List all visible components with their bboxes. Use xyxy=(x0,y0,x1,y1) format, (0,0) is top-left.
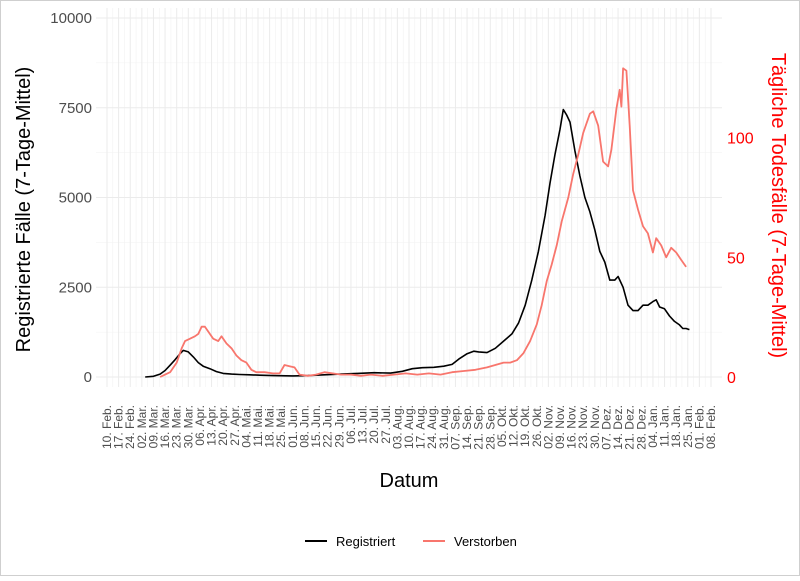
x-tick-label: 04. Mai. xyxy=(239,405,253,448)
y-tick-label: 2500 xyxy=(59,279,92,296)
x-tick-label: 11. Jan. xyxy=(658,405,672,447)
y-tick-label: 10000 xyxy=(50,10,92,27)
x-tick-label: 19. Okt. xyxy=(518,405,532,447)
x-tick-label: 01. Feb. xyxy=(692,405,706,449)
x-tick-label: 03. Aug. xyxy=(390,405,404,449)
x-tick-label: 01. Jun. xyxy=(286,405,300,448)
x-tick-label: 29. Jun. xyxy=(332,405,346,448)
x-tick-label: 13. Jul. xyxy=(356,405,370,444)
x-tick-label: 30. Mar. xyxy=(181,405,195,448)
grid xyxy=(96,8,722,387)
x-tick-label: 22. Jun. xyxy=(321,405,335,448)
y-axis-label: Registrierte Fälle (7-Tage-Mittel) xyxy=(13,67,35,353)
x-tick-label: 18. Jan. xyxy=(669,405,683,448)
legend-label-registriert: Registriert xyxy=(336,534,396,549)
x-tick-label: 07. Dez. xyxy=(599,405,613,450)
x-tick-label: 18. Mai. xyxy=(263,405,277,448)
x-tick-label: 13. Apr. xyxy=(205,405,219,446)
x-tick-label: 04. Jan. xyxy=(646,405,660,448)
x-tick-label: 17. Aug. xyxy=(414,405,428,449)
x-tick-label: 11. Mai. xyxy=(251,405,265,447)
x-tick-label: 16. Nov. xyxy=(565,405,579,449)
x-tick-label: 23. Mar. xyxy=(170,405,184,448)
x-tick-label: 02. Nov. xyxy=(541,405,555,449)
x-tick-label: 25. Jan. xyxy=(681,405,695,448)
x-tick-label: 06. Apr. xyxy=(193,405,207,446)
x-tick-label: 23. Nov. xyxy=(576,405,590,449)
x-tick-label: 06. Jul. xyxy=(344,405,358,444)
x-tick-label: 07. Sep. xyxy=(448,405,462,450)
x-tick-label: 16. Mar. xyxy=(158,405,172,448)
x-tick-label: 20. Apr. xyxy=(216,405,230,446)
x-tick-label: 09. Mar. xyxy=(146,405,160,448)
x-tick-label: 21. Sep. xyxy=(472,405,486,450)
x-tick-label: 24. Aug. xyxy=(425,405,439,449)
x-tick-label: 28. Sep. xyxy=(483,405,497,450)
legend-label-verstorben: Verstorben xyxy=(454,534,517,549)
x-tick-label: 28. Dez. xyxy=(634,405,648,450)
legend: Registriert Verstorben xyxy=(305,534,517,549)
x-tick-label: 14. Sep. xyxy=(460,405,474,450)
x-tick-label: 25. Mai. xyxy=(274,405,288,448)
x-tick-label: 24. Feb. xyxy=(123,405,137,449)
x-tick-label: 05. Okt. xyxy=(495,405,509,447)
y2-tick-label: 0 xyxy=(727,370,736,387)
x-tick-label: 08. Jun. xyxy=(297,405,311,448)
x-tick-label: 02. Mar. xyxy=(135,405,149,448)
y2-axis-label: Tägliche Todesfälle (7-Tage-Mittel) xyxy=(767,53,789,358)
series xyxy=(145,67,690,378)
x-tick-label: 26. Okt. xyxy=(530,405,544,447)
y-tick-label: 7500 xyxy=(59,100,92,117)
y2-tick-label: 100 xyxy=(727,131,754,148)
x-tick-label: 30. Nov. xyxy=(588,405,602,449)
x-tick-label: 15. Jun. xyxy=(309,405,323,448)
x-tick-label: 10. Feb. xyxy=(100,405,114,449)
y-tick-label: 0 xyxy=(84,369,92,386)
x-tick-label: 09. Nov. xyxy=(553,405,567,449)
x-tick-label: 17. Feb. xyxy=(112,405,126,449)
x-tick-label: 31. Aug. xyxy=(437,405,451,449)
y2-tick-label: 50 xyxy=(727,250,745,267)
x-axis-label: Datum xyxy=(380,470,439,492)
x-tick-label: 20. Jul. xyxy=(367,405,381,444)
x-tick-label: 21. Dez. xyxy=(623,405,637,450)
x-tick-label: 27. Apr. xyxy=(228,405,242,446)
x-tick-label: 12. Okt. xyxy=(507,405,521,447)
series-line-verstorben xyxy=(159,67,687,378)
x-tick-label: 14. Dez. xyxy=(611,405,625,450)
x-tick-label: 27. Jul. xyxy=(379,405,393,444)
y-tick-label: 5000 xyxy=(59,190,92,207)
series-line-registriert xyxy=(145,108,690,378)
x-tick-label: 08. Feb. xyxy=(704,405,718,449)
axes: 0 2500 5000 7500 10000 0 50 100 10. Feb.17. Feb.… xyxy=(13,10,789,492)
x-tick-label: 10. Aug. xyxy=(402,405,416,449)
